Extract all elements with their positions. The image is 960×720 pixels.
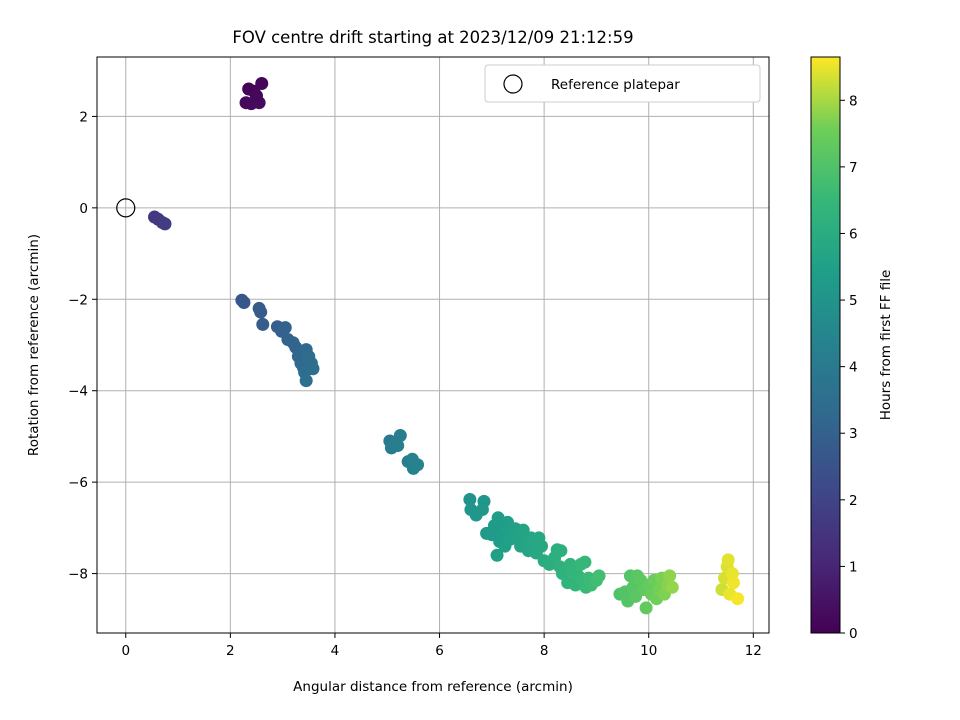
scatter-point	[663, 569, 677, 583]
legend: Reference platepar	[484, 64, 761, 103]
y-tick-label: 2	[79, 109, 88, 125]
colorbar-label: Hours from first FF file	[878, 270, 894, 421]
scatter-point	[721, 553, 735, 567]
scatter-point	[250, 89, 264, 103]
colorbar-tick-label: 5	[849, 293, 858, 309]
scatter-point	[578, 555, 592, 569]
legend-box	[484, 64, 761, 103]
y-tick-label: −6	[68, 475, 88, 491]
scatter-point	[731, 592, 745, 606]
y-tick-label: −4	[68, 384, 88, 400]
x-axis-label: Angular distance from reference (arcmin)	[293, 679, 573, 695]
legend-entry-label: Reference platepar	[551, 77, 680, 93]
colorbar-tick-label: 7	[849, 160, 858, 176]
colorbar: 0 1 2 3 4 5 6 7 8 Hours from first FF file	[810, 56, 894, 642]
colorbar-tick-label: 3	[849, 426, 858, 442]
scatter-point	[278, 321, 292, 335]
scatter-point	[639, 601, 653, 615]
scatter-point	[237, 295, 251, 309]
colorbar-tick-label: 8	[849, 93, 858, 109]
data-points	[148, 77, 745, 615]
scatter-point	[158, 217, 172, 231]
reference-platepar-marker	[116, 198, 136, 218]
scatter-point	[592, 569, 606, 583]
scatter-point	[490, 548, 504, 562]
colorbar-ticks: 0 1 2 3 4 5 6 7 8	[840, 93, 858, 642]
y-axis-label: Rotation from reference (arcmin)	[26, 234, 42, 456]
x-tick-label: 2	[226, 643, 235, 659]
scatter-point	[391, 439, 405, 453]
legend-open-circle-marker	[503, 74, 523, 94]
scatter-point	[665, 580, 679, 594]
colorbar-tick-label: 1	[849, 559, 858, 575]
colorbar-tick-label: 2	[849, 493, 858, 509]
colorbar-gradient	[810, 56, 841, 634]
scatter-point	[306, 362, 320, 376]
x-tick-label: 4	[331, 643, 340, 659]
y-tick-label: −8	[68, 567, 88, 583]
x-tick-label: 8	[540, 643, 549, 659]
y-tick-label: 0	[79, 201, 88, 217]
scatter-point	[393, 429, 407, 443]
scatter-point	[726, 576, 740, 590]
x-tick-label: 12	[745, 643, 762, 659]
scatter-point	[463, 493, 477, 507]
x-tick-label: 6	[435, 643, 444, 659]
x-tick-label: 10	[640, 643, 657, 659]
scatter-point	[299, 374, 313, 388]
scatter-point	[301, 352, 315, 366]
scatter-point	[256, 317, 270, 331]
colorbar-tick-label: 0	[849, 626, 858, 642]
gridlines	[97, 57, 769, 633]
plot-area-frame	[96, 56, 770, 634]
chart-title: FOV centre drift starting at 2023/12/09 …	[232, 28, 633, 47]
x-axis-ticks: 0 2 4 6 8 10 12	[121, 633, 762, 659]
colorbar-tick-label: 6	[849, 226, 858, 242]
scatter-point	[411, 458, 425, 472]
scatter-point	[554, 544, 568, 558]
scatter-point	[532, 531, 546, 545]
x-tick-label: 0	[121, 643, 130, 659]
y-tick-label: −2	[68, 292, 88, 308]
scatter-point	[475, 503, 489, 517]
scatter-point	[254, 305, 268, 319]
y-axis-ticks: −8 −6 −4 −2 0 2	[68, 109, 97, 583]
colorbar-tick-label: 4	[849, 360, 858, 376]
scatter-point	[255, 77, 269, 91]
